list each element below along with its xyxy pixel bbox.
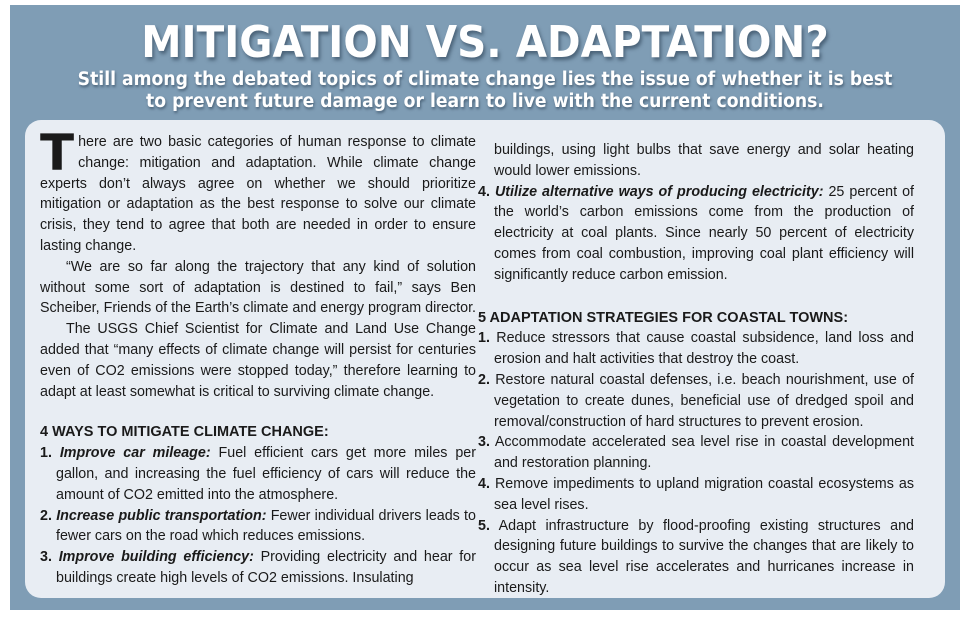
adaptation-item: 5. Adapt infrastructure by flood-proofin… [478,517,914,596]
mitigation-heading: 4 WAYS TO MITIGATE CLIMATE CHANGE: [40,424,329,441]
mitigation-item: 3. Improve building efficiency: Providin… [40,549,476,586]
intro-paragraph-3: The USGS Chief Scientist for Climate and… [40,321,476,400]
mitigation-item-continuation: buildings, using light bulbs that save e… [494,142,914,179]
mitigation-item: 1. Improve car mileage: Fuel efficient c… [40,445,476,503]
mitigation-item: 4. Utilize alternative ways of producing… [478,183,914,283]
subtitle: Still among the debated topics of climat… [77,69,893,112]
adaptation-item: 2. Restore natural coastal defenses, i.e… [478,371,914,430]
right-column: buildings, using light bulbs that save e… [478,140,914,599]
adaptation-heading: 5 ADAPTATION STRATEGIES FOR COASTAL TOWN… [478,309,849,326]
adaptation-item: 3. Accommodate accelerated sea level ris… [478,434,914,472]
adaptation-item: 1. Reduce stressors that cause coastal s… [478,330,914,368]
infographic-panel: MITIGATION VS. ADAPTATION? Still among t… [10,5,960,610]
mitigation-item: 2. Increase public transportation: Fewer… [40,507,476,545]
adaptation-item: 4. Remove impediments to upland migratio… [478,475,914,513]
intro-paragraph-2: “We are so far along the trajectory that… [40,258,477,317]
drop-cap: T [40,124,75,182]
page-title: MITIGATION VS. ADAPTATION? [141,17,829,68]
